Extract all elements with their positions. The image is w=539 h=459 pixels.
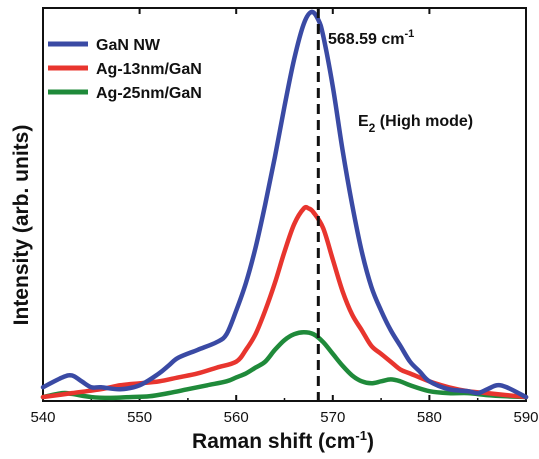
mode-label-rest: (High mode) (375, 113, 473, 130)
x-tick-label: 590 (513, 409, 538, 426)
mode-label-main: E (358, 113, 369, 130)
legend-label-ag-13nm-gan: Ag-13nm/GaN (96, 61, 202, 78)
series-line-gan-nw (40, 9, 529, 400)
x-tick-label: 580 (417, 409, 442, 426)
x-axis-title-sup: -1 (355, 428, 367, 443)
legend: GaN NW Ag-13nm/GaN Ag-25nm/GaN (48, 37, 202, 102)
peak-label-sup: -1 (405, 28, 415, 40)
mode-label: E2 (High mode) (358, 113, 473, 135)
x-axis-title: Raman shift (cm-1) (192, 428, 374, 453)
series-line-ag-13nm-gan (40, 204, 529, 400)
x-axis-title-text: Raman shift (cm (192, 430, 355, 453)
series-group (40, 9, 529, 401)
legend-label-gan-nw: GaN NW (96, 37, 161, 54)
legend-label-ag-25nm-gan: Ag-25nm/GaN (96, 85, 202, 102)
x-ticks: 540 550 560 570 580 590 (30, 8, 539, 426)
x-axis-title-suffix: ) (367, 430, 374, 453)
x-tick-label: 560 (224, 409, 249, 426)
series-line-ag-25nm-gan (40, 329, 529, 401)
mode-label-sub: 2 (369, 121, 376, 135)
x-tick-label: 550 (127, 409, 152, 426)
x-tick-label: 540 (30, 409, 55, 426)
x-tick-label: 570 (320, 409, 345, 426)
y-axis-title: Intensity (arb. units) (10, 125, 33, 326)
peak-label: 568.59 cm-1 (328, 28, 414, 48)
peak-label-text: 568.59 cm (328, 31, 405, 48)
